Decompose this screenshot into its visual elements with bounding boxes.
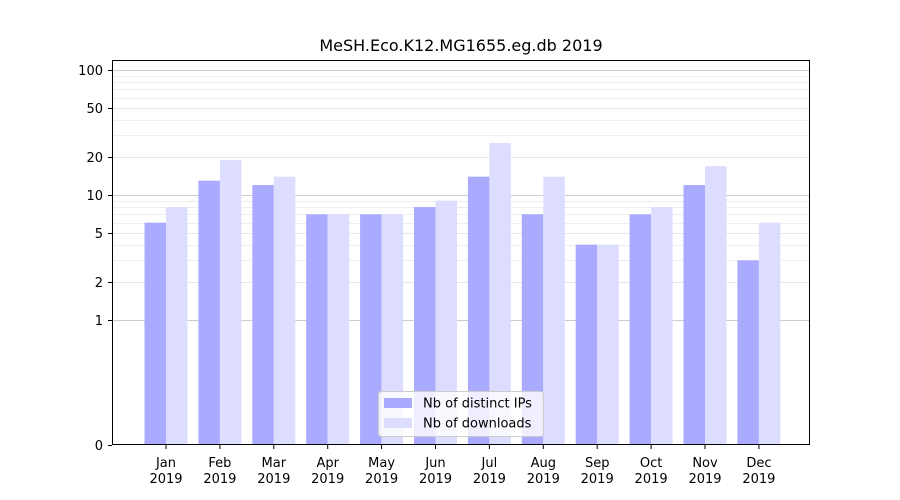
x-tick-label: May 2019 xyxy=(365,456,398,487)
y-tick-label: 100 xyxy=(78,64,103,79)
y-tick-label: 5 xyxy=(95,227,103,242)
x-tick-label: Jun 2019 xyxy=(419,456,452,487)
bar-downloads xyxy=(489,143,511,445)
legend-swatch xyxy=(384,418,412,428)
bar-downloads xyxy=(758,222,781,445)
legend-swatch xyxy=(384,398,412,408)
y-axis: 0 1 2 5 10 20 50 100 xyxy=(78,64,112,454)
bar-distinct-ips xyxy=(360,214,382,445)
y-tick-label: 1 xyxy=(95,314,103,329)
bar-distinct-ips xyxy=(629,214,652,445)
plot-frame xyxy=(112,60,810,445)
legend: Nb of distinct IPs Nb of downloads xyxy=(378,391,544,437)
x-tick-label: Sep 2019 xyxy=(581,456,614,487)
bar-distinct-ips xyxy=(414,207,436,445)
x-tick-label: Nov 2019 xyxy=(688,456,721,487)
bar-distinct-ips xyxy=(575,244,598,445)
y-tick-label: 2 xyxy=(95,276,103,291)
legend-box xyxy=(378,391,544,437)
y-tick-label: 10 xyxy=(86,189,103,204)
bar-distinct-ips xyxy=(144,222,166,445)
x-tick-label: Apr 2019 xyxy=(311,456,344,487)
legend-label: Nb of distinct IPs xyxy=(423,397,532,412)
bar-distinct-ips xyxy=(467,176,490,445)
chart-title: MeSH.Eco.K12.MG1655.eg.db 2019 xyxy=(319,36,602,55)
bar-downloads xyxy=(166,207,188,445)
bar-downloads xyxy=(219,160,242,445)
bar-distinct-ips xyxy=(306,214,328,445)
bar-downloads xyxy=(705,166,727,445)
x-tick-label: Feb 2019 xyxy=(203,456,236,487)
bar-distinct-ips xyxy=(252,185,274,445)
x-axis: Jan 2019 Feb 2019 Mar 2019 Apr 2019 May 2019 Jun 20… xyxy=(149,445,775,487)
bar-downloads xyxy=(381,214,404,445)
y-tick-label: 50 xyxy=(86,102,103,117)
bar-downloads xyxy=(435,200,457,445)
bar-downloads xyxy=(273,176,296,445)
y-tick-label: 20 xyxy=(86,151,103,166)
bar-distinct-ips xyxy=(521,214,544,445)
bar-downloads xyxy=(597,244,619,445)
bar-distinct-ips xyxy=(683,185,705,445)
x-tick-label: Jan 2019 xyxy=(149,456,182,487)
bar-downloads xyxy=(543,176,565,445)
y-tick-label: 0 xyxy=(95,439,103,454)
bar-distinct-ips xyxy=(198,180,220,445)
x-tick-label: Jul 2019 xyxy=(473,456,506,487)
bar-distinct-ips xyxy=(737,260,759,445)
bar-downloads xyxy=(327,214,350,445)
x-tick-label: Aug 2019 xyxy=(527,456,560,487)
bar-downloads xyxy=(651,207,673,445)
x-tick-label: Dec 2019 xyxy=(742,456,775,487)
x-tick-label: Mar 2019 xyxy=(257,456,290,487)
legend-label: Nb of downloads xyxy=(423,417,532,432)
x-tick-label: Oct 2019 xyxy=(635,456,668,487)
bars xyxy=(144,143,781,445)
